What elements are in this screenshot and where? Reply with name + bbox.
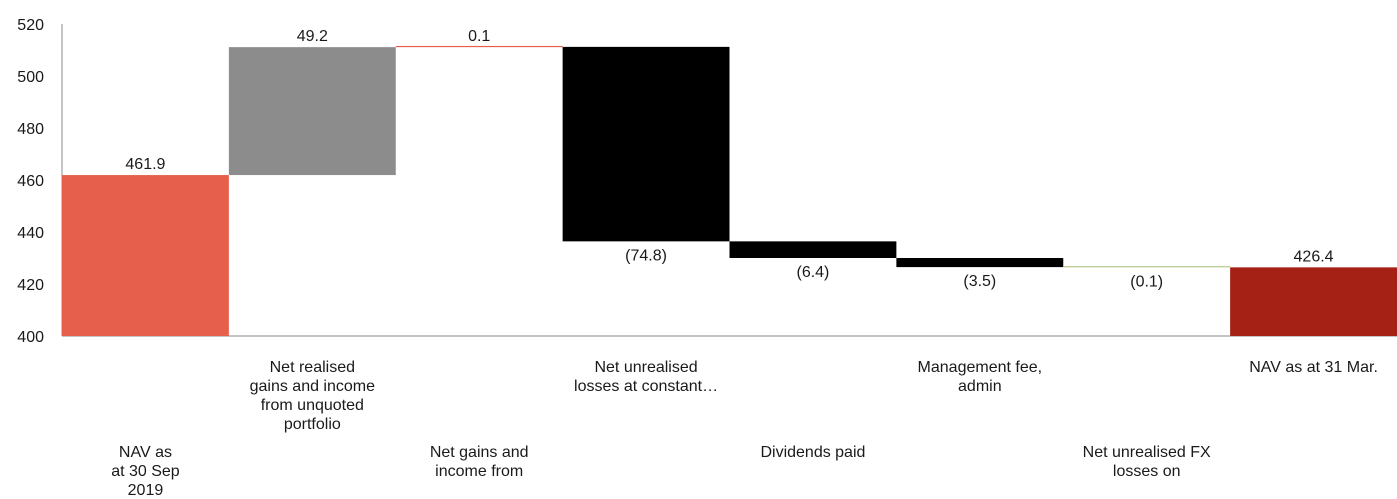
data-label: (3.5)	[963, 273, 996, 290]
y-tick-label: 400	[17, 329, 44, 346]
category-label-line: income from	[435, 463, 523, 480]
y-tick-label: 460	[17, 173, 44, 190]
category-label-line: Net unrealised FX	[1083, 444, 1211, 461]
waterfall-bar	[62, 175, 229, 336]
data-label: 461.9	[125, 156, 165, 173]
category-label-line: admin	[958, 378, 1002, 395]
waterfall-bar	[896, 258, 1064, 268]
category-label-line: losses at constant…	[574, 378, 718, 395]
waterfall-bar	[1063, 266, 1231, 268]
category-label: Dividends paid	[760, 444, 865, 461]
category-label-line: Net gains and	[430, 444, 529, 461]
data-label: (0.1)	[1130, 273, 1163, 290]
category-label: Net unrealised FX losses on	[1083, 444, 1211, 480]
data-label: 426.4	[1294, 248, 1334, 265]
category-label-line: losses on	[1113, 463, 1181, 480]
data-label: (74.8)	[625, 247, 667, 264]
category-label-line: 2019	[128, 482, 164, 499]
bars	[62, 45, 1397, 336]
y-tick-label: 420	[17, 277, 44, 294]
category-label: NAV as at 30 Sep 2019	[111, 444, 180, 499]
y-tick-label: 440	[17, 225, 44, 242]
waterfall-bar	[395, 45, 563, 48]
y-tick-label: 480	[17, 121, 44, 138]
y-tick-label: 520	[17, 17, 44, 34]
waterfall-bar	[228, 47, 396, 176]
category-label: NAV as at 31 Mar.	[1249, 359, 1378, 376]
waterfall-bar	[562, 46, 730, 242]
category-label-line: NAV as at 31 Mar.	[1249, 359, 1378, 376]
data-labels: 461.9 49.2 0.1 (74.8) (6.4) (3.5) (0.1) 426.4	[125, 28, 1333, 290]
category-label: Management fee, admin	[918, 359, 1043, 395]
category-label-line: at 30 Sep	[111, 463, 180, 480]
category-label: Net gains and income from	[430, 444, 529, 480]
data-label: 49.2	[297, 28, 328, 45]
waterfall-bar	[729, 241, 897, 258]
y-tick-label: 500	[17, 69, 44, 86]
data-label: (6.4)	[796, 264, 829, 281]
category-labels: NAV as at 30 Sep 2019 Net realised gains and…	[111, 359, 1378, 499]
data-label: 0.1	[468, 28, 490, 45]
category-label-line: gains and income	[250, 378, 376, 395]
category-label-line: NAV as	[119, 444, 172, 461]
category-label-line: portfolio	[284, 416, 341, 433]
category-label-line: Management fee,	[918, 359, 1043, 376]
category-label-line: Dividends paid	[760, 444, 865, 461]
category-label-line: from unquoted	[261, 397, 364, 414]
category-label: Net unrealised losses at constant…	[574, 359, 718, 395]
y-axis: 400 420 440 460 480 500 520	[17, 17, 1397, 346]
waterfall-bar	[1230, 267, 1397, 336]
category-label-line: Net realised	[270, 359, 355, 376]
category-label: Net realised gains and income from unquote…	[250, 359, 376, 433]
category-label-line: Net unrealised	[594, 359, 697, 376]
